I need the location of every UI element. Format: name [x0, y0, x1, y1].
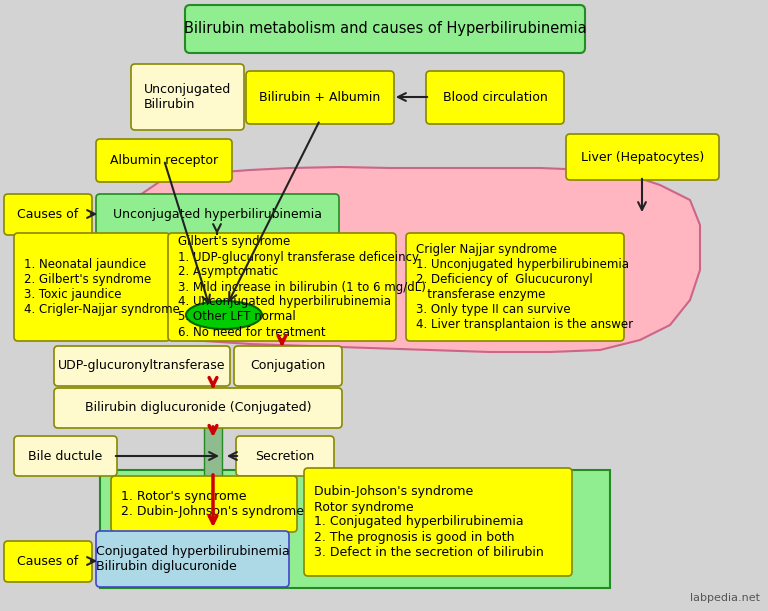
Text: Secretion: Secretion — [256, 450, 315, 463]
FancyBboxPatch shape — [54, 388, 342, 428]
Text: Albumin receptor: Albumin receptor — [110, 154, 218, 167]
FancyBboxPatch shape — [14, 233, 170, 341]
Text: Blood circulation: Blood circulation — [442, 91, 548, 104]
FancyBboxPatch shape — [426, 71, 564, 124]
FancyBboxPatch shape — [4, 194, 92, 235]
Text: 1. Rotor's syndrome
2. Dubin-Johnson's syndrome: 1. Rotor's syndrome 2. Dubin-Johnson's s… — [121, 490, 304, 518]
FancyBboxPatch shape — [54, 346, 230, 386]
Text: Unconjugated hyperbilirubinemia: Unconjugated hyperbilirubinemia — [113, 208, 322, 221]
Polygon shape — [90, 167, 700, 352]
Text: Liver (Hepatocytes): Liver (Hepatocytes) — [581, 150, 704, 164]
FancyBboxPatch shape — [304, 468, 572, 576]
Text: labpedia.net: labpedia.net — [690, 593, 760, 603]
Bar — [204, 405, 222, 495]
Text: Bilirubin metabolism and causes of Hyperbilirubinemia: Bilirubin metabolism and causes of Hyper… — [184, 21, 586, 37]
FancyBboxPatch shape — [185, 5, 585, 53]
Text: Dubin-Johson's syndrome
Rotor syndrome
1. Conjugated hyperbilirubinemia
2. The p: Dubin-Johson's syndrome Rotor syndrome 1… — [314, 486, 544, 558]
FancyBboxPatch shape — [111, 476, 297, 532]
Text: Causes of: Causes of — [18, 555, 78, 568]
Text: Bile ductule: Bile ductule — [28, 450, 103, 463]
Text: Conjugated hyperbilirubinemia
Bilirubin diglucuronide: Conjugated hyperbilirubinemia Bilirubin … — [96, 545, 290, 573]
Text: UDP-glucuronyltransferase: UDP-glucuronyltransferase — [58, 359, 226, 373]
Text: Conjugation: Conjugation — [250, 359, 326, 373]
Text: Causes of: Causes of — [18, 208, 78, 221]
FancyBboxPatch shape — [234, 346, 342, 386]
FancyBboxPatch shape — [406, 233, 624, 341]
FancyBboxPatch shape — [246, 71, 394, 124]
FancyBboxPatch shape — [4, 541, 92, 582]
Text: Unconjugated
Bilirubin: Unconjugated Bilirubin — [144, 83, 231, 111]
FancyBboxPatch shape — [96, 194, 339, 235]
FancyBboxPatch shape — [236, 436, 334, 476]
FancyBboxPatch shape — [14, 436, 117, 476]
Text: 1. Neonatal jaundice
2. Gilbert's syndrome
3. Toxic jaundice
4. Crigler-Najjar s: 1. Neonatal jaundice 2. Gilbert's syndro… — [24, 258, 180, 316]
Text: Gilbert's syndrome
1. UDP-glucuronyl transferase deficeincy
2. Asymptomatic
3. M: Gilbert's syndrome 1. UDP-glucuronyl tra… — [178, 235, 426, 338]
Text: Bilirubin diglucuronide (Conjugated): Bilirubin diglucuronide (Conjugated) — [84, 401, 311, 414]
FancyBboxPatch shape — [96, 531, 289, 587]
FancyBboxPatch shape — [96, 139, 232, 182]
Text: Crigler Najjar syndrome
1. Unconjugated hyperbilirubinemia
2. Deficiency of  Glu: Crigler Najjar syndrome 1. Unconjugated … — [416, 243, 633, 331]
Text: Bilirubin + Albumin: Bilirubin + Albumin — [260, 91, 381, 104]
FancyBboxPatch shape — [131, 64, 244, 130]
Ellipse shape — [186, 301, 262, 329]
Bar — [100, 470, 610, 588]
FancyBboxPatch shape — [566, 134, 719, 180]
FancyBboxPatch shape — [168, 233, 396, 341]
